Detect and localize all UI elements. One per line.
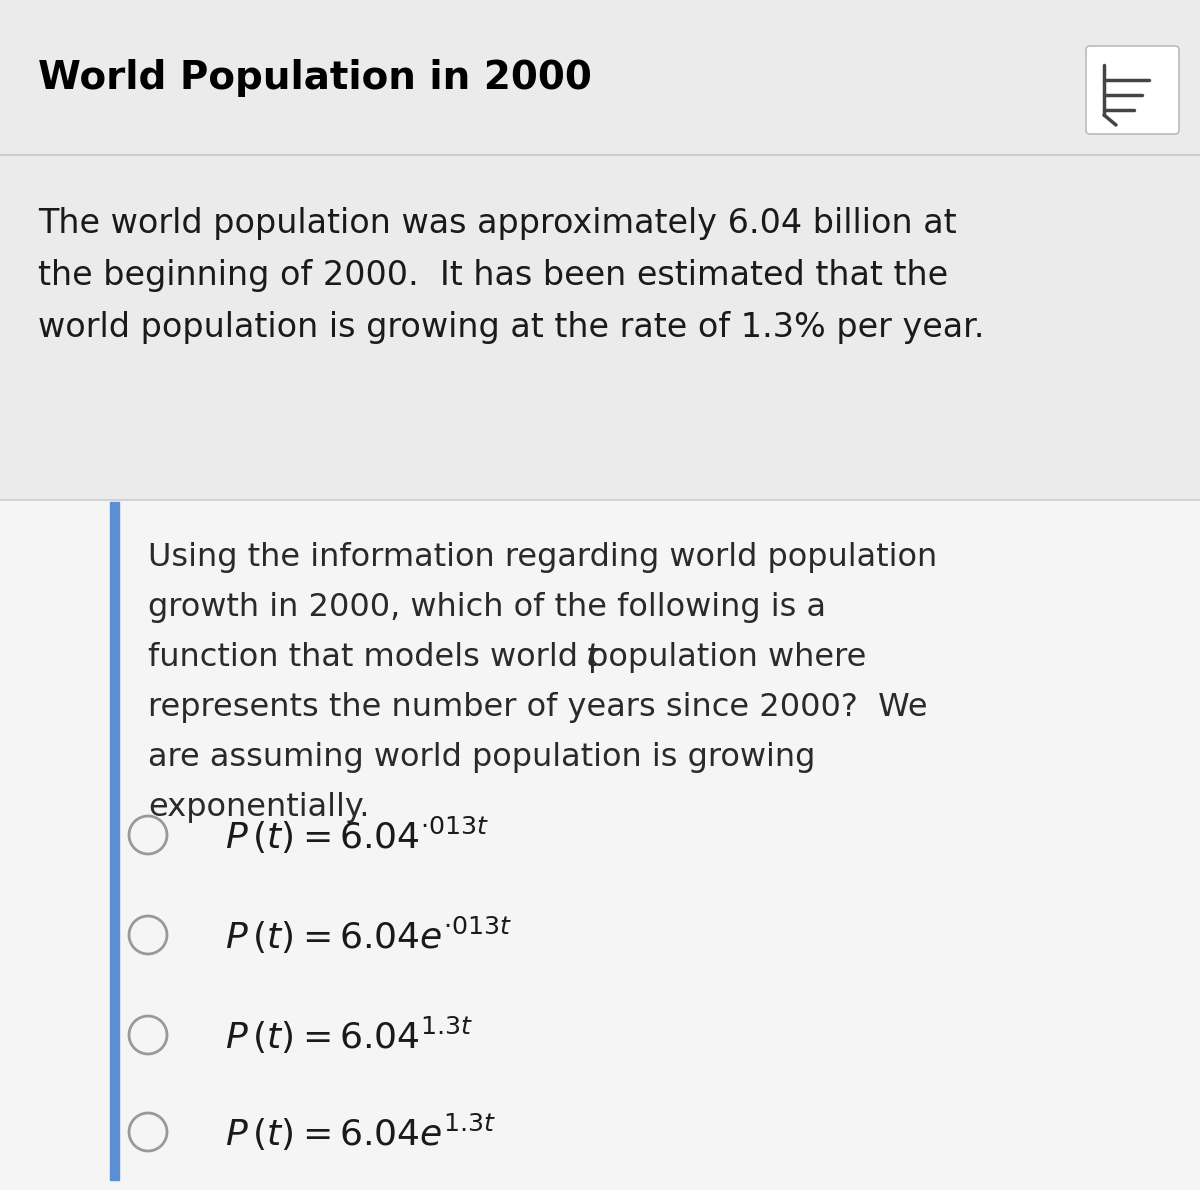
- Text: World Population in 2000: World Population in 2000: [38, 60, 592, 98]
- Text: represents the number of years since 2000?  We: represents the number of years since 200…: [148, 693, 928, 724]
- Bar: [0, 0, 1200, 155]
- Text: exponentially.: exponentially.: [148, 793, 370, 823]
- Text: the beginning of 2000.  It has been estimated that the: the beginning of 2000. It has been estim…: [38, 259, 948, 292]
- Bar: [0, 500, 1200, 1190]
- Text: $P\,(t) = 6.04^{\cdot 013t}$: $P\,(t) = 6.04^{\cdot 013t}$: [226, 814, 490, 856]
- Bar: [110, 502, 119, 1180]
- Text: $P\,(t) = 6.04e^{1.3t}$: $P\,(t) = 6.04e^{1.3t}$: [226, 1111, 497, 1153]
- Text: are assuming world population is growing: are assuming world population is growing: [148, 743, 815, 774]
- Text: growth in 2000, which of the following is a: growth in 2000, which of the following i…: [148, 591, 826, 624]
- Bar: [0, 155, 1200, 500]
- Text: The world population was approximately 6.04 billion at: The world population was approximately 6…: [38, 207, 956, 240]
- Text: function that models world population where: function that models world population wh…: [148, 641, 876, 674]
- Text: $P\,(t) = 6.04e^{\cdot 013t}$: $P\,(t) = 6.04e^{\cdot 013t}$: [226, 914, 512, 956]
- Text: $t$: $t$: [586, 641, 601, 674]
- Text: world population is growing at the rate of 1.3% per year.: world population is growing at the rate …: [38, 311, 984, 344]
- Text: $P\,(t) = 6.04^{1.3t}$: $P\,(t) = 6.04^{1.3t}$: [226, 1014, 473, 1056]
- FancyBboxPatch shape: [1086, 46, 1178, 134]
- Text: Using the information regarding world population: Using the information regarding world po…: [148, 541, 937, 574]
